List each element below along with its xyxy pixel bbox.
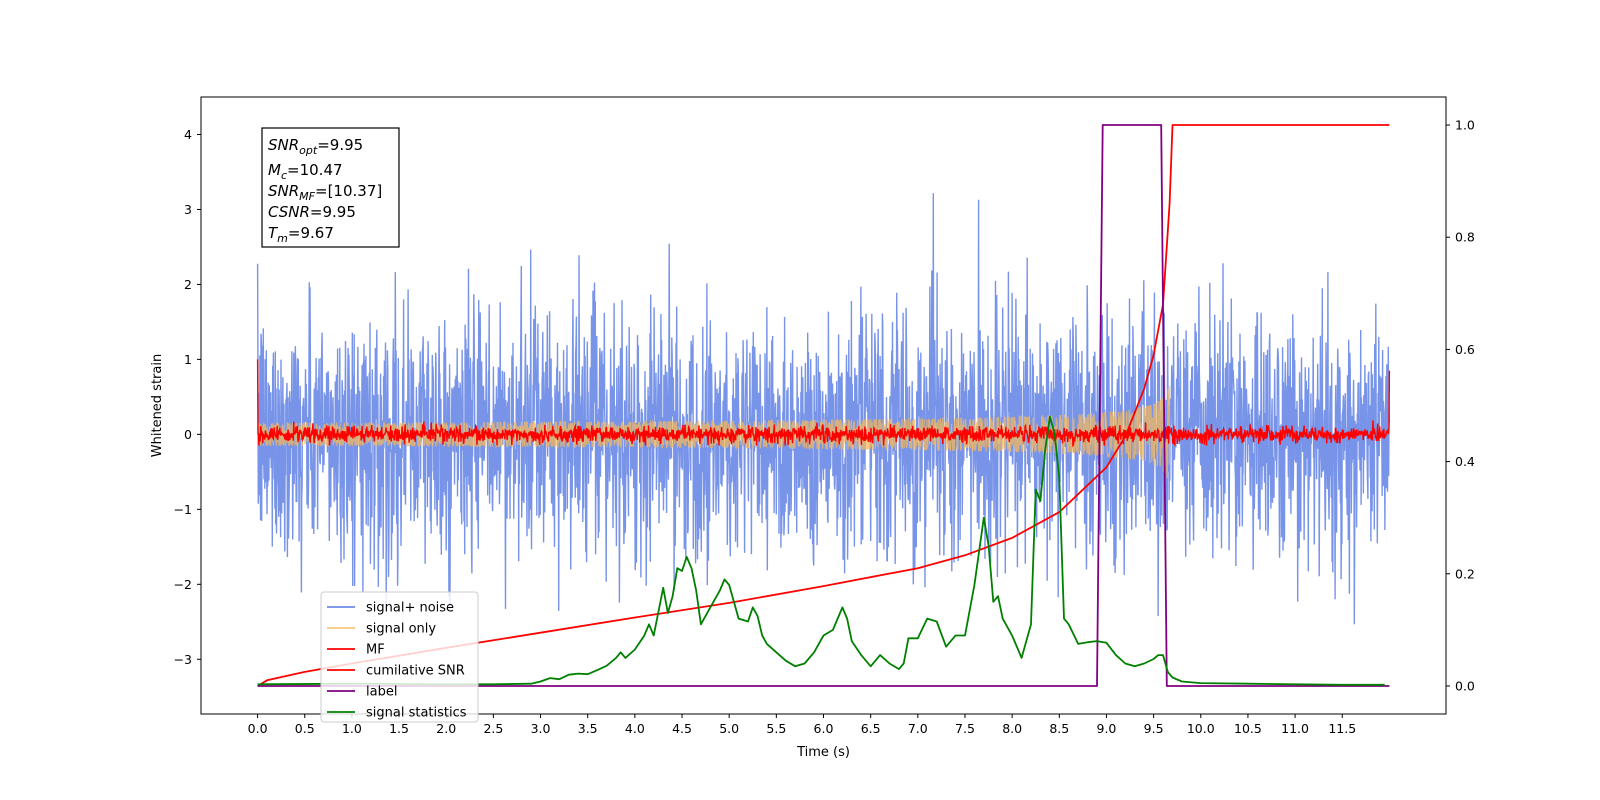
y-tick-label: −2 <box>174 577 192 592</box>
y2-tick-label: 0.2 <box>1455 566 1475 581</box>
x-tick-label: 1.5 <box>389 721 409 736</box>
y2-tick-label: 1.0 <box>1455 118 1475 133</box>
x-tick-label: 5.5 <box>766 721 786 736</box>
x-tick-label: 2.5 <box>483 721 503 736</box>
x-tick-label: 7.5 <box>955 721 975 736</box>
series-signal-plus-noise <box>256 193 1391 625</box>
x-tick-label: 10.5 <box>1234 721 1262 736</box>
y2-axis-ticks: 0.0 0.2 0.4 0.6 0.8 1.0 <box>1446 118 1475 693</box>
x-tick-label: 9.5 <box>1144 721 1164 736</box>
y2-tick-label: 0.0 <box>1455 678 1475 693</box>
annotation-csnr: CSNR=9.95 <box>268 203 356 221</box>
y2-tick-label: 0.6 <box>1455 342 1475 357</box>
label-line <box>257 124 1390 687</box>
legend-entry: signal only <box>366 622 436 637</box>
x-tick-label: 4.0 <box>625 721 645 736</box>
x-tick-label: 0.5 <box>295 721 315 736</box>
annotation-snr-mf: SNRMF=[10.37] <box>268 182 382 203</box>
x-tick-label: 8.5 <box>1049 721 1069 736</box>
x-tick-label: 6.0 <box>814 721 834 736</box>
mf-line <box>256 359 1391 448</box>
y-tick-label: 0 <box>184 427 192 442</box>
x-tick-label: 7.0 <box>908 721 928 736</box>
y-tick-label: −1 <box>174 502 192 517</box>
x-tick-label: 3.5 <box>578 721 598 736</box>
signal-statistics-line <box>257 415 1385 686</box>
y-axis-ticks: −3 −2 −1 0 1 2 3 4 <box>174 127 201 667</box>
x-tick-label: 4.5 <box>672 721 692 736</box>
series-mf <box>256 359 1391 448</box>
x-tick-label: 8.0 <box>1002 721 1022 736</box>
x-tick-label: 2.0 <box>436 721 456 736</box>
x-tick-label: 11.0 <box>1281 721 1309 736</box>
y-tick-label: 4 <box>184 127 192 142</box>
x-axis-label: Time (s) <box>796 745 850 760</box>
legend-entry: label <box>366 685 397 700</box>
annotation-tm: Tm=9.67 <box>268 224 334 245</box>
x-tick-label: 10.0 <box>1187 721 1215 736</box>
x-tick-label: 3.0 <box>531 721 551 736</box>
annotation-box: SNRopt=9.95 Mc=10.47 SNRMF=[10.37] CSNR=… <box>261 127 400 248</box>
annotation-snr-opt: SNRopt=9.95 <box>268 136 363 157</box>
annotation-mc: Mc=10.47 <box>268 161 343 182</box>
signal-plus-noise-line <box>256 193 1391 625</box>
x-axis-ticks: 0.0 0.5 1.0 1.5 2.0 2.5 3.0 3.5 4.0 4.5 5.0 5.5 6.0 6… <box>248 714 1356 736</box>
y2-tick-label: 0.4 <box>1455 454 1475 469</box>
y-tick-label: 2 <box>184 277 192 292</box>
y-axis-label: Whitened strain <box>150 354 165 457</box>
legend-entry: MF <box>366 643 385 658</box>
y-tick-label: 1 <box>184 352 192 367</box>
x-tick-label: 0.0 <box>248 721 268 736</box>
legend-entry: cumilative SNR <box>366 664 465 679</box>
x-tick-label: 6.5 <box>861 721 881 736</box>
y2-tick-label: 0.8 <box>1455 230 1475 245</box>
y-tick-label: −3 <box>174 652 192 667</box>
legend-entry: signal+ noise <box>366 601 454 616</box>
x-tick-label: 1.0 <box>342 721 362 736</box>
series-label <box>257 124 1390 687</box>
legend-entry: signal statistics <box>366 706 467 721</box>
series-signal-statistics <box>257 415 1385 686</box>
y-tick-label: 3 <box>184 202 192 217</box>
x-tick-label: 5.0 <box>719 721 739 736</box>
x-tick-label: 9.0 <box>1097 721 1117 736</box>
legend: signal+ noise signal only MF cumilative SNR… <box>320 591 479 723</box>
x-tick-label: 11.5 <box>1328 721 1356 736</box>
